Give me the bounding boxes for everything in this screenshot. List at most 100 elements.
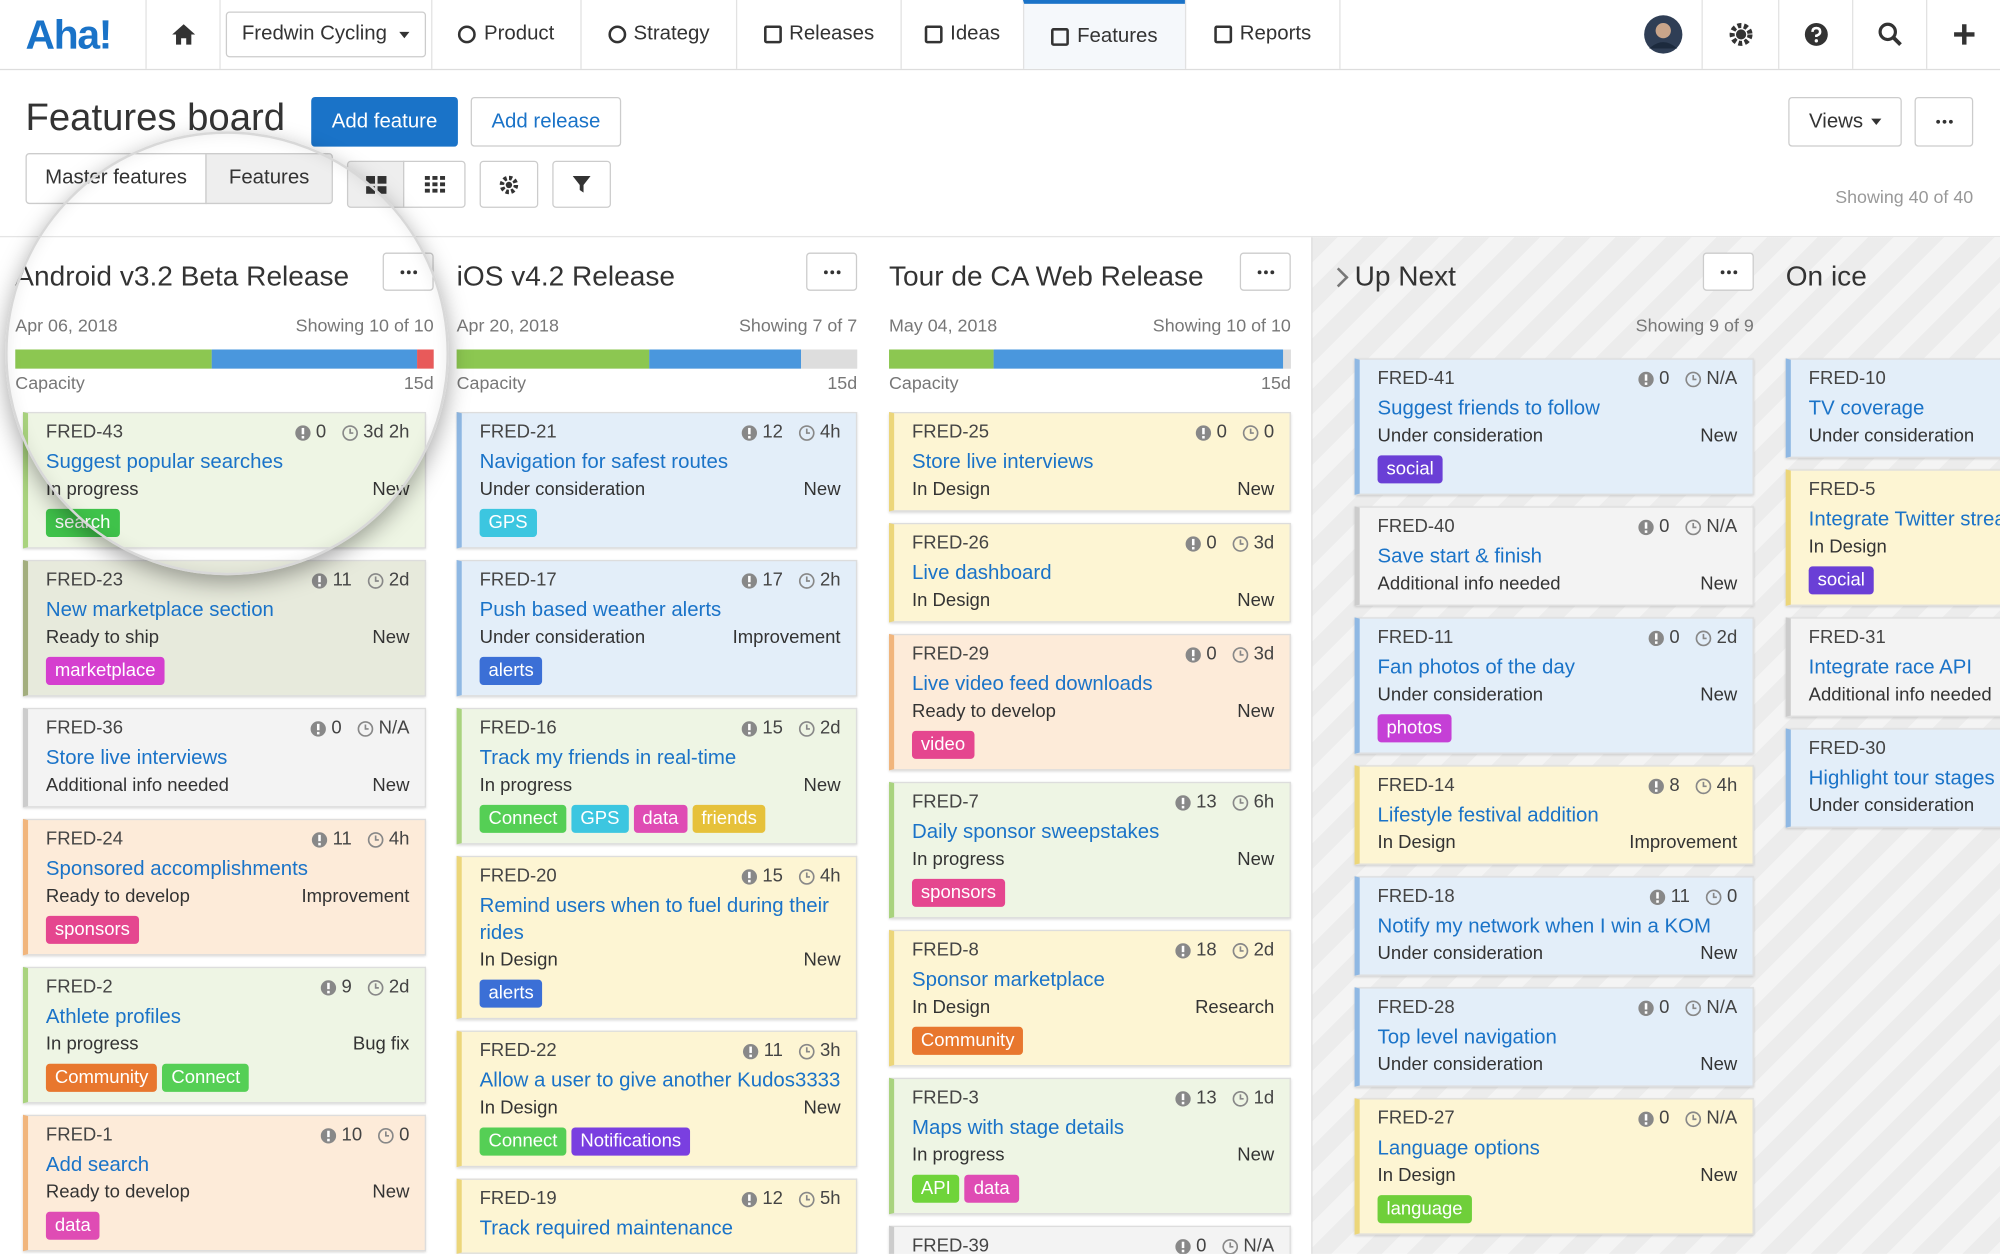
feature-title[interactable]: Live dashboard [911, 562, 1052, 585]
feature-title[interactable]: Fan photos of the day [1377, 656, 1575, 679]
workspace-select[interactable]: Fredwin Cycling [225, 11, 427, 58]
feature-title[interactable]: Save start & finish [1377, 545, 1543, 568]
feature-title[interactable]: Lifestyle festival addition [1377, 804, 1599, 827]
tag[interactable]: Connect [479, 804, 567, 833]
feature-card[interactable]: FRED-36 0 N/A Store live interviews Addition… [22, 707, 427, 808]
nav-item[interactable]: Releases [735, 0, 901, 69]
feature-title[interactable]: Store live interviews [45, 747, 228, 770]
tag[interactable]: Connect [479, 1127, 567, 1156]
avatar[interactable] [1625, 0, 1702, 69]
feature-card[interactable]: FRED-31 Integrate race API Additional info… [1785, 617, 2000, 717]
feature-title[interactable]: Integrate Twitter strea [1808, 508, 2000, 531]
feature-card[interactable]: FRED-19 12 5h Track required maintenance [456, 1178, 858, 1254]
tag[interactable]: social [1808, 566, 1874, 595]
tag[interactable]: photos [1377, 714, 1451, 743]
feature-title[interactable]: Track required maintenance [479, 1218, 733, 1240]
feature-card[interactable]: FRED-25 0 0 Store live interviews In Design N… [889, 411, 1291, 512]
feature-card[interactable]: FRED-21 12 4h Navigation for safest routes U… [456, 411, 858, 549]
feature-card[interactable]: FRED-24 11 4h Sponsored accomplishments Read… [22, 818, 427, 956]
feature-title[interactable]: TV coverage [1808, 397, 1925, 420]
feature-title[interactable]: Maps with stage details [911, 1117, 1125, 1140]
feature-title[interactable]: Remind users when to fuel during their r… [479, 895, 829, 944]
feature-title[interactable]: Push based weather alerts [479, 599, 722, 622]
feature-card[interactable]: FRED-22 11 3h Allow a user to give another … [456, 1030, 858, 1168]
tag[interactable]: Community [45, 1063, 158, 1092]
feature-title[interactable]: Sponsored accomplishments [45, 858, 308, 881]
nav-item[interactable]: Features [1022, 0, 1185, 69]
tag[interactable]: social [1377, 455, 1443, 484]
feature-card[interactable]: FRED-39 0 N/A [889, 1225, 1291, 1254]
feature-card[interactable]: FRED-1 10 0 Add search Ready to develop New da… [22, 1114, 427, 1252]
feature-card[interactable]: FRED-14 8 4h Lifestyle festival addition In … [1354, 765, 1754, 865]
feature-card[interactable]: FRED-11 0 2d Fan photos of the day Under con… [1354, 617, 1754, 754]
feature-card[interactable]: FRED-5 Integrate Twitter strea In Design so… [1785, 469, 2000, 606]
feature-card[interactable]: FRED-2 9 2d Athlete profiles In progress Bug … [22, 966, 427, 1104]
feature-card[interactable]: FRED-8 18 2d Sponsor marketplace In Design Re… [889, 929, 1291, 1067]
feature-card[interactable]: FRED-10 TV coverage Under consideration [1785, 358, 2000, 458]
help[interactable] [1778, 0, 1852, 69]
settings[interactable] [1701, 0, 1779, 69]
search[interactable] [1852, 0, 1926, 69]
feature-title[interactable]: Allow a user to give another Kudos3333 [479, 1070, 841, 1092]
card-view-button[interactable] [346, 160, 405, 208]
feature-card[interactable]: FRED-20 15 4h Remind users when to fuel dur… [456, 855, 858, 1020]
nav-item[interactable]: Reports [1184, 0, 1339, 69]
tag[interactable]: data [45, 1211, 100, 1240]
feature-title[interactable]: Top level navigation [1377, 1026, 1557, 1049]
feature-title[interactable]: Sponsor marketplace [911, 969, 1105, 992]
feature-title[interactable]: New marketplace section [45, 599, 274, 622]
feature-title[interactable]: Highlight tour stages [1808, 767, 1995, 790]
feature-title[interactable]: Store live interviews [911, 451, 1094, 474]
feature-card[interactable]: FRED-43 0 3d 2h Suggest popular searches In … [22, 411, 427, 549]
feature-title[interactable]: Athlete profiles [45, 1006, 181, 1029]
feature-card[interactable]: FRED-41 0 N/A Suggest friends to follow Unde… [1354, 358, 1754, 495]
feature-card[interactable]: FRED-3 13 1d Maps with stage details In prog… [889, 1077, 1291, 1215]
tag[interactable]: search [45, 508, 120, 537]
column-menu[interactable] [806, 252, 858, 291]
views-button[interactable]: Views [1788, 96, 1902, 147]
feature-card[interactable]: FRED-7 13 6h Daily sponsor sweepstakes In pr… [889, 781, 1291, 919]
feature-card[interactable]: FRED-30 Highlight tour stages Under consid… [1785, 728, 2000, 828]
add-feature-button[interactable]: Add feature [311, 96, 458, 147]
tag[interactable]: data [633, 804, 688, 833]
tag[interactable]: API [911, 1174, 960, 1203]
tag[interactable]: sponsors [911, 878, 1005, 907]
tag[interactable]: data [964, 1174, 1019, 1203]
feature-card[interactable]: FRED-29 0 3d Live video feed downloads Ready… [889, 633, 1291, 771]
tag[interactable]: language [1377, 1195, 1472, 1224]
grid-view-button[interactable] [403, 160, 466, 208]
feature-card[interactable]: FRED-40 0 N/A Save start & finish Additional… [1354, 506, 1754, 606]
feature-title[interactable]: Track my friends in real-time [479, 747, 737, 770]
filter-button[interactable] [552, 160, 611, 208]
logo[interactable]: Aha! [25, 11, 113, 58]
feature-title[interactable]: Daily sponsor sweepstakes [911, 821, 1160, 844]
feature-card[interactable]: FRED-27 0 N/A Language options In Design New l… [1354, 1098, 1754, 1235]
column-menu[interactable] [382, 252, 434, 291]
settings-button[interactable] [479, 160, 539, 208]
tag[interactable]: video [911, 730, 975, 759]
feature-title[interactable]: Integrate race API [1808, 656, 1973, 679]
column-menu[interactable] [1702, 252, 1754, 291]
tag[interactable]: alerts [479, 979, 543, 1008]
feature-card[interactable]: FRED-16 15 2d Track my friends in real-time… [456, 707, 858, 845]
nav-item[interactable]: Strategy [580, 0, 736, 69]
feature-card[interactable]: FRED-17 17 2h Push based weather alerts Unde… [456, 559, 858, 697]
feature-title[interactable]: Language options [1377, 1137, 1540, 1160]
tag[interactable]: alerts [479, 656, 543, 685]
tag[interactable]: sponsors [45, 915, 139, 944]
feature-card[interactable]: FRED-18 11 0 Notify my network when I win a… [1354, 876, 1754, 976]
tab-features[interactable]: Features [205, 153, 333, 205]
feature-card[interactable]: FRED-26 0 3d Live dashboard In Design New [889, 522, 1291, 623]
tag[interactable]: Community [911, 1026, 1024, 1055]
nav-item[interactable]: Ideas [900, 0, 1023, 69]
feature-title[interactable]: Notify my network when I win a KOM [1377, 915, 1711, 938]
tag[interactable]: GPS [571, 804, 629, 833]
feature-title[interactable]: Add search [45, 1154, 150, 1177]
feature-title[interactable]: Live video feed downloads [911, 673, 1153, 696]
tag[interactable]: GPS [479, 508, 537, 537]
more-button[interactable] [1914, 96, 1974, 147]
feature-title[interactable]: Suggest popular searches [45, 451, 284, 474]
add-release-button[interactable]: Add release [470, 96, 622, 147]
feature-title[interactable]: Navigation for safest routes [479, 451, 729, 474]
tag[interactable]: marketplace [45, 656, 165, 685]
